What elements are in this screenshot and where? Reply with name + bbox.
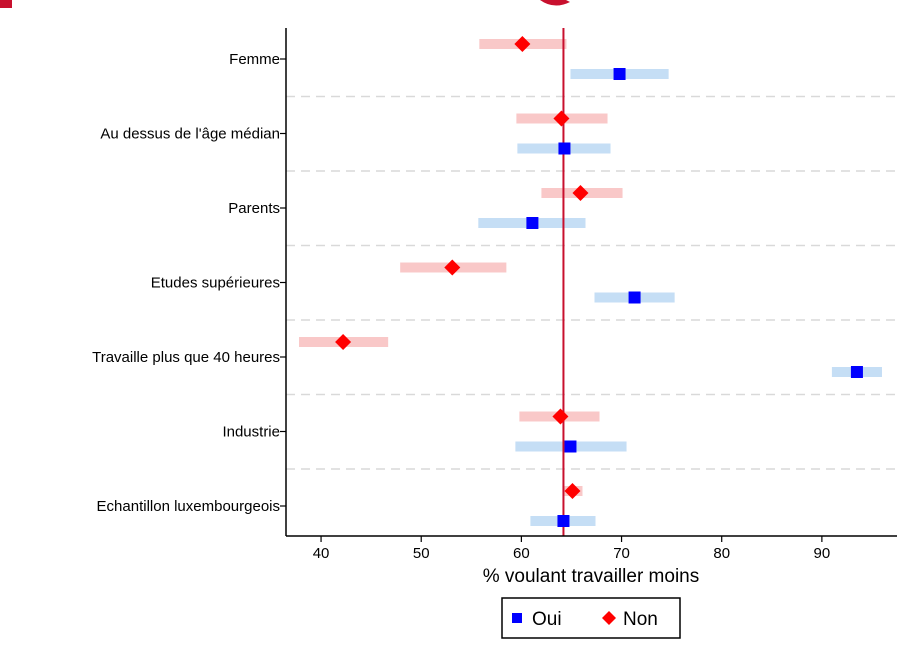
point-oui [850, 366, 863, 378]
x-tick-label: 70 [613, 545, 630, 562]
x-tick-label: 80 [713, 545, 730, 562]
category-label: Echantillon luxembourgeois [97, 498, 280, 515]
point-oui [526, 217, 539, 229]
point-non [553, 110, 570, 127]
axes [285, 28, 897, 537]
category-label: Etudes supérieures [151, 275, 280, 292]
point-oui [557, 515, 570, 527]
point-non [444, 259, 461, 276]
legend-label-oui: Oui [532, 609, 562, 630]
clipped-title-fragment [0, 0, 570, 8]
point-oui [628, 291, 641, 304]
category-label: Industrie [222, 424, 280, 441]
x-tick-label: 50 [413, 545, 430, 562]
x-tick-label: 90 [814, 545, 831, 562]
legend-marker-non [602, 611, 616, 625]
category-label: Femme [229, 51, 280, 68]
x-tick-label: 40 [313, 545, 330, 562]
legend-marker-oui [512, 613, 522, 623]
legend-box [501, 597, 681, 639]
point-non [335, 334, 352, 350]
category-label: Travaille plus que 40 heures [92, 349, 280, 366]
point-markers [335, 36, 863, 527]
category-label: Au dessus de l'âge médian [100, 126, 280, 143]
x-axis-ticks: 40 50 60 70 80 90 [313, 536, 831, 562]
point-non [552, 408, 569, 425]
confidence-intervals [299, 39, 882, 526]
point-non [572, 185, 589, 201]
point-non [564, 483, 581, 499]
category-labels: Femme Au dessus de l'âge médian Parents Etu… [92, 51, 286, 515]
legend-label-non: Non [623, 609, 658, 630]
category-label: Parents [228, 200, 280, 217]
legend: Oui Non [501, 597, 681, 639]
group-separators [286, 95, 897, 470]
point-non [514, 36, 531, 52]
point-oui [564, 440, 577, 453]
x-axis-title: % voulant travailler moins [483, 566, 699, 587]
x-tick-label: 60 [513, 545, 530, 562]
point-oui [613, 68, 626, 80]
point-oui [558, 142, 571, 155]
